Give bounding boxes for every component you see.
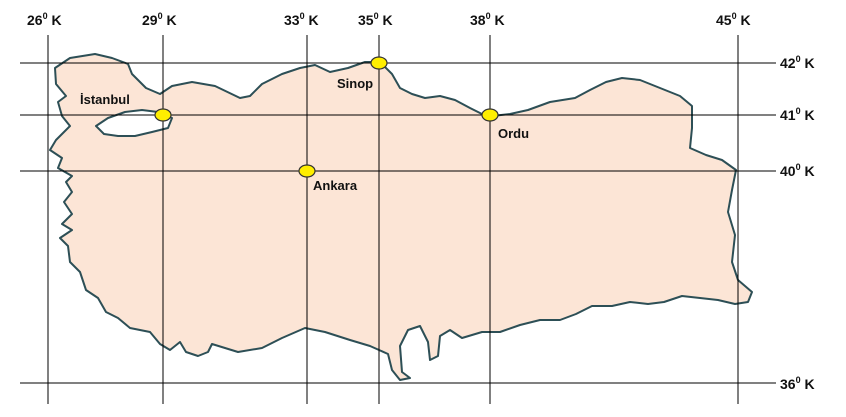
longitude-label-38: 380 K xyxy=(470,11,505,28)
city-marker-sinop xyxy=(370,56,388,70)
latitude-label-42: 420 K xyxy=(780,54,815,71)
longitude-label-45: 450 K xyxy=(716,11,751,28)
longitude-label-33: 330 K xyxy=(284,11,319,28)
coordinate-grid xyxy=(20,35,776,404)
marmara-sea xyxy=(95,109,173,137)
latitude-label-41: 410 K xyxy=(780,106,815,123)
city-label-istanbul: İstanbul xyxy=(80,92,130,107)
latitude-label-36: 360 K xyxy=(780,375,815,392)
city-marker-ordu xyxy=(481,108,499,122)
city-label-ankara: Ankara xyxy=(313,178,358,193)
longitude-label-35: 350 K xyxy=(358,11,393,28)
city-label-sinop: Sinop xyxy=(337,76,373,91)
latitude-labels: 420 K 410 K 400 K 360 K xyxy=(780,54,815,392)
turkey-landmass xyxy=(49,53,753,381)
longitude-labels: 260 K 290 K 330 K 350 K 380 K 450 K xyxy=(27,11,751,28)
longitude-label-26: 260 K xyxy=(27,11,62,28)
latitude-label-40: 400 K xyxy=(780,162,815,179)
city-label-ordu: Ordu xyxy=(498,126,529,141)
city-labels: İstanbul Sinop Ordu Ankara xyxy=(80,76,529,193)
longitude-label-29: 290 K xyxy=(142,11,177,28)
city-marker-ankara xyxy=(298,164,316,178)
city-marker-istanbul xyxy=(154,108,172,122)
city-markers xyxy=(154,56,499,178)
